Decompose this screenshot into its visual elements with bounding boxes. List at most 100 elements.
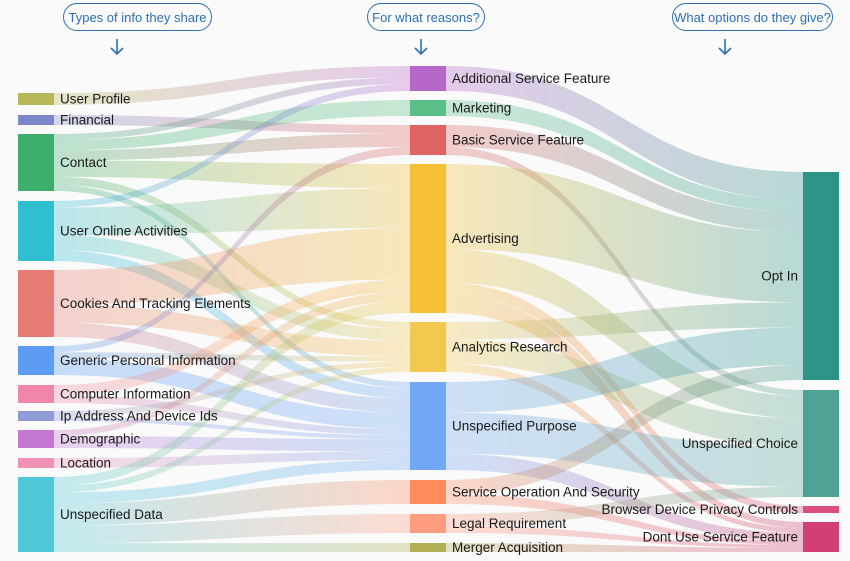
link-service_op-to-opt_in [446,364,803,495]
node-bar-marketing[interactable] [410,100,446,116]
link-contact-to-additional [54,77,410,141]
node-opt-in[interactable]: Opt In [761,172,839,380]
link-cookies-to-advertising [54,227,410,305]
node-bar-service-op[interactable] [410,480,446,504]
link-contact-to-marketing [54,100,410,151]
node-label-unspecified-purpose: Unspecified Purpose [452,419,577,434]
node-additional[interactable]: Additional Service Feature [410,66,610,91]
header-what-options[interactable]: What options do they give? [672,3,833,31]
node-location[interactable]: Location [18,456,111,471]
arrow-down-icon [110,39,124,56]
node-bar-contact[interactable] [18,134,54,191]
node-bar-user-online[interactable] [18,201,54,261]
header-types-of-info[interactable]: Types of info they share [63,3,212,31]
node-bar-analytics[interactable] [410,322,446,372]
node-label-analytics: Analytics Research [452,340,568,355]
node-bar-merger[interactable] [410,543,446,552]
link-demographic-to-unspecified_purpose [54,436,410,452]
node-label-user-profile: User Profile [60,92,131,107]
link-user_online-to-advertising [54,188,410,236]
links-info-to-reason [54,66,410,552]
header-for-what-reasons[interactable]: For what reasons? [367,3,485,31]
node-advertising[interactable]: Advertising [410,164,519,313]
node-label-contact: Contact [60,155,107,170]
node-bar-additional[interactable] [410,66,446,91]
link-additional-to-opt_in [446,66,803,200]
link-legal-to-dont_use [446,525,803,548]
links-reason-to-option [446,66,803,552]
node-bar-demographic[interactable] [18,430,54,448]
node-bar-opt-in[interactable] [803,172,839,380]
node-bar-cookies[interactable] [18,270,54,337]
node-label-service-op: Service Operation And Security [452,485,640,500]
node-label-basic: Basic Service Feature [452,133,584,148]
node-demographic[interactable]: Demographic [18,430,141,448]
node-bar-financial[interactable] [18,115,54,125]
link-demographic-to-advertising [54,291,410,436]
node-legal[interactable]: Legal Requirement [410,514,566,533]
node-label-unspecified-data: Unspecified Data [60,507,163,522]
node-bar-legal[interactable] [410,514,446,533]
node-label-user-online: User Online Activities [60,224,188,239]
node-contact[interactable]: Contact [18,134,107,191]
node-unspecified-data[interactable]: Unspecified Data [18,477,163,552]
node-label-additional: Additional Service Feature [452,71,610,86]
link-unspecified_purpose-to-opt_in [446,327,803,413]
node-bar-browser[interactable] [803,506,839,513]
link-contact-to-advertising [54,160,410,189]
node-bar-unspecified-choice[interactable] [803,390,839,497]
link-unspecified_data-to-service_op [54,480,410,526]
node-dont-use[interactable]: Dont Use Service Feature [643,522,839,552]
node-label-advertising: Advertising [452,231,519,246]
node-generic[interactable]: Generic Personal Information [18,346,236,375]
node-bar-unspecified-purpose[interactable] [410,382,446,470]
link-unspecified_data-to-analytics [54,366,410,493]
node-label-location: Location [60,456,111,471]
node-bar-advertising[interactable] [410,164,446,313]
node-bar-computer[interactable] [18,385,54,403]
link-legal-to-unspecified_choice [446,486,803,526]
node-merger[interactable]: Merger Acquisition [410,540,563,555]
node-unspecified-choice[interactable]: Unspecified Choice [682,390,839,497]
node-bar-location[interactable] [18,458,54,468]
node-unspecified-purpose[interactable]: Unspecified Purpose [410,382,577,470]
link-unspecified_data-to-legal [54,514,410,544]
link-unspecified_data-to-advertising [54,300,410,486]
link-user_profile-to-additional [54,66,410,105]
link-unspecified_data-to-unspecified_purpose [54,459,410,504]
node-user-profile[interactable]: User Profile [18,92,131,107]
node-cookies[interactable]: Cookies And Tracking Elements [18,270,251,337]
node-bar-generic[interactable] [18,346,54,375]
node-browser[interactable]: Browser Device Privacy Controls [601,502,839,517]
node-label-opt-in: Opt In [761,269,798,284]
arrow-down-icon [718,39,732,56]
node-computer[interactable]: Computer Information [18,385,191,403]
node-user-online[interactable]: User Online Activities [18,201,188,261]
node-label-generic: Generic Personal Information [60,353,236,368]
node-basic[interactable]: Basic Service Feature [410,125,584,155]
node-bar-user-profile[interactable] [18,93,54,105]
node-financial[interactable]: Financial [18,113,114,128]
node-ip[interactable]: Ip Address And Device Ids [18,409,218,424]
link-analytics-to-opt_in [446,302,803,340]
link-advertising-to-dont_use [446,294,803,528]
node-label-demographic: Demographic [60,432,141,447]
link-generic-to-analytics [54,352,410,362]
link-analytics-to-unspecified_choice [446,339,803,447]
link-computer-to-unspecified_purpose [54,395,410,436]
link-advertising-to-opt_in [446,164,803,303]
link-unspecified_purpose-to-unspecified_choice [446,412,803,487]
node-label-financial: Financial [60,113,114,128]
node-bar-dont-use[interactable] [803,522,839,552]
arrow-down-icon [414,39,428,56]
node-analytics[interactable]: Analytics Research [410,322,568,372]
node-service-op[interactable]: Service Operation And Security [410,480,640,504]
node-bar-unspecified-data[interactable] [18,477,54,552]
node-bar-basic[interactable] [410,125,446,155]
node-label-dont-use: Dont Use Service Feature [643,530,798,545]
link-service_op-to-dont_use [446,494,803,545]
node-marketing[interactable]: Marketing [410,100,511,116]
node-label-legal: Legal Requirement [452,516,566,531]
node-bar-ip[interactable] [18,411,54,421]
